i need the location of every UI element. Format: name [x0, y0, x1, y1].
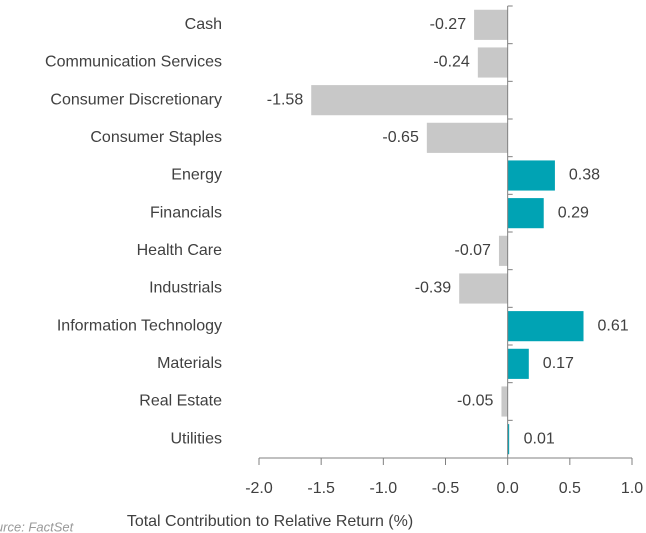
category-label: Health Care: [137, 242, 222, 259]
value-label: -0.27: [430, 16, 467, 33]
category-label: Communication Services: [45, 54, 222, 71]
bar: [474, 9, 508, 40]
value-label: -0.24: [433, 54, 470, 71]
category-label: Consumer Staples: [90, 129, 222, 146]
category-label: Materials: [157, 355, 222, 372]
value-label: -1.58: [267, 91, 304, 108]
bar: [507, 348, 529, 379]
x-tick-label: -1.5: [307, 480, 335, 497]
x-tick-label: -1.0: [370, 480, 398, 497]
x-tick-label: -2.0: [245, 480, 273, 497]
bar: [507, 311, 584, 342]
bar: [507, 160, 555, 191]
bar: [426, 122, 508, 153]
bar: [459, 273, 508, 304]
category-label: Energy: [171, 167, 222, 184]
category-label: Industrials: [149, 280, 222, 297]
category-label: Information Technology: [57, 317, 222, 334]
value-label: -0.65: [382, 129, 419, 146]
category-label: Consumer Discretionary: [50, 91, 222, 108]
value-label: 0.01: [524, 430, 555, 447]
category-label: Cash: [185, 16, 222, 33]
value-label: 0.38: [569, 167, 600, 184]
value-label: -0.07: [454, 242, 491, 259]
bar: [507, 424, 510, 455]
bar: [507, 198, 544, 229]
value-label: -0.05: [457, 393, 494, 410]
value-label: 0.17: [543, 355, 574, 372]
category-label: Real Estate: [139, 393, 222, 410]
x-tick-label: 0.0: [497, 480, 519, 497]
x-tick-label: -0.5: [432, 480, 460, 497]
value-label: 0.61: [598, 317, 629, 334]
x-tick-label: 1.0: [621, 480, 643, 497]
x-tick-label: 0.5: [559, 480, 581, 497]
bar: [477, 47, 508, 78]
bar: [501, 386, 508, 417]
x-axis-label: Total Contribution to Relative Return (%…: [127, 513, 413, 530]
category-label: Utilities: [170, 430, 222, 447]
value-label: 0.29: [558, 204, 589, 221]
source-note: Source: FactSet: [0, 519, 75, 533]
value-label: -0.39: [415, 280, 452, 297]
bar: [311, 85, 508, 116]
category-label: Financials: [150, 204, 222, 221]
bar: [498, 235, 508, 266]
